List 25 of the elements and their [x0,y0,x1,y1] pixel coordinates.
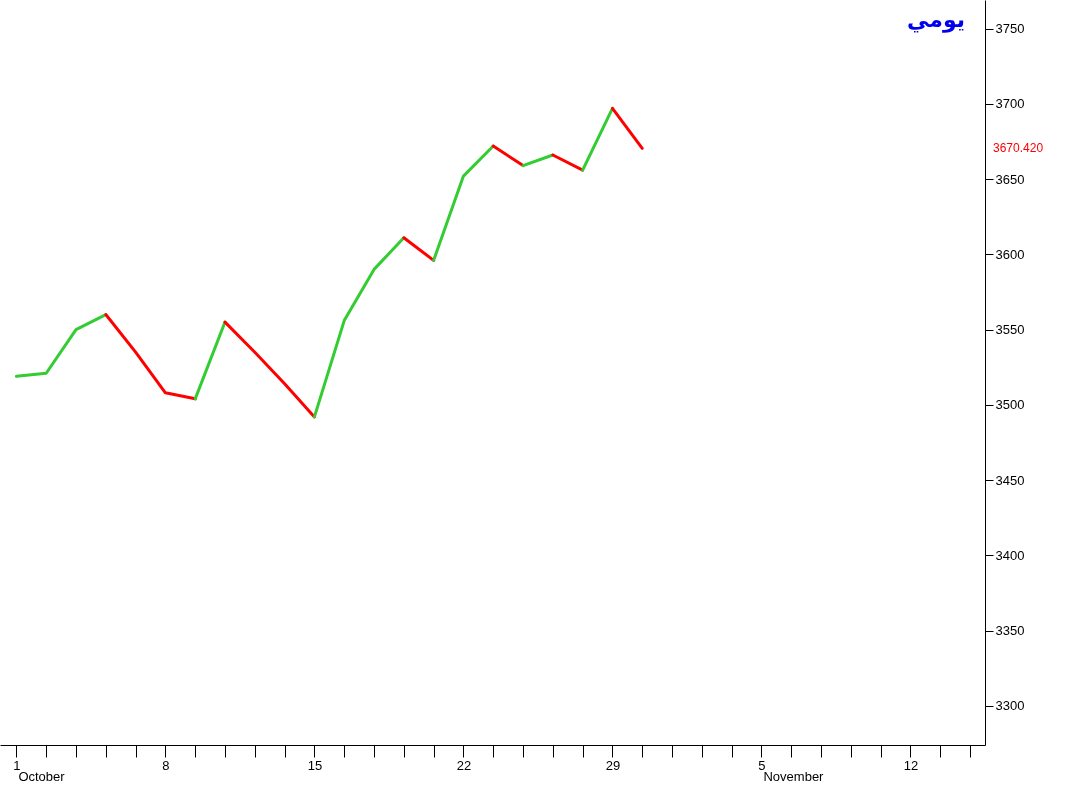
y-tick-label: 3400 [995,547,1025,563]
y-tick-label: 3450 [995,472,1025,488]
text: October [18,769,66,784]
y-tick-label: 3600 [995,246,1025,262]
x-tick-label: 1 [13,757,21,773]
line-series [14,313,108,378]
y-tick-label: 3550 [995,322,1025,338]
y-tick-label: 3300 [995,698,1025,714]
line-series [223,320,316,419]
x-tick-label: 8 [162,757,170,773]
text: November [763,769,825,784]
chart-title: يومي [907,7,965,33]
y-tick-label: 3350 [995,623,1025,639]
x-tick-label: 12 [903,757,919,773]
x-tick-label: 22 [456,757,472,773]
y-tick-label: 3750 [995,21,1025,37]
x-tick-label: 15 [307,757,323,773]
line-series [104,313,197,401]
text: 3670.420 [993,141,1044,156]
x-tick-label: 29 [605,757,621,773]
y-tick-label: 3650 [995,171,1025,187]
y-tick-label: 3700 [995,96,1025,112]
x-tick-label: 5 [758,757,766,773]
line-series [312,236,406,419]
y-tick-label: 3500 [995,397,1025,413]
